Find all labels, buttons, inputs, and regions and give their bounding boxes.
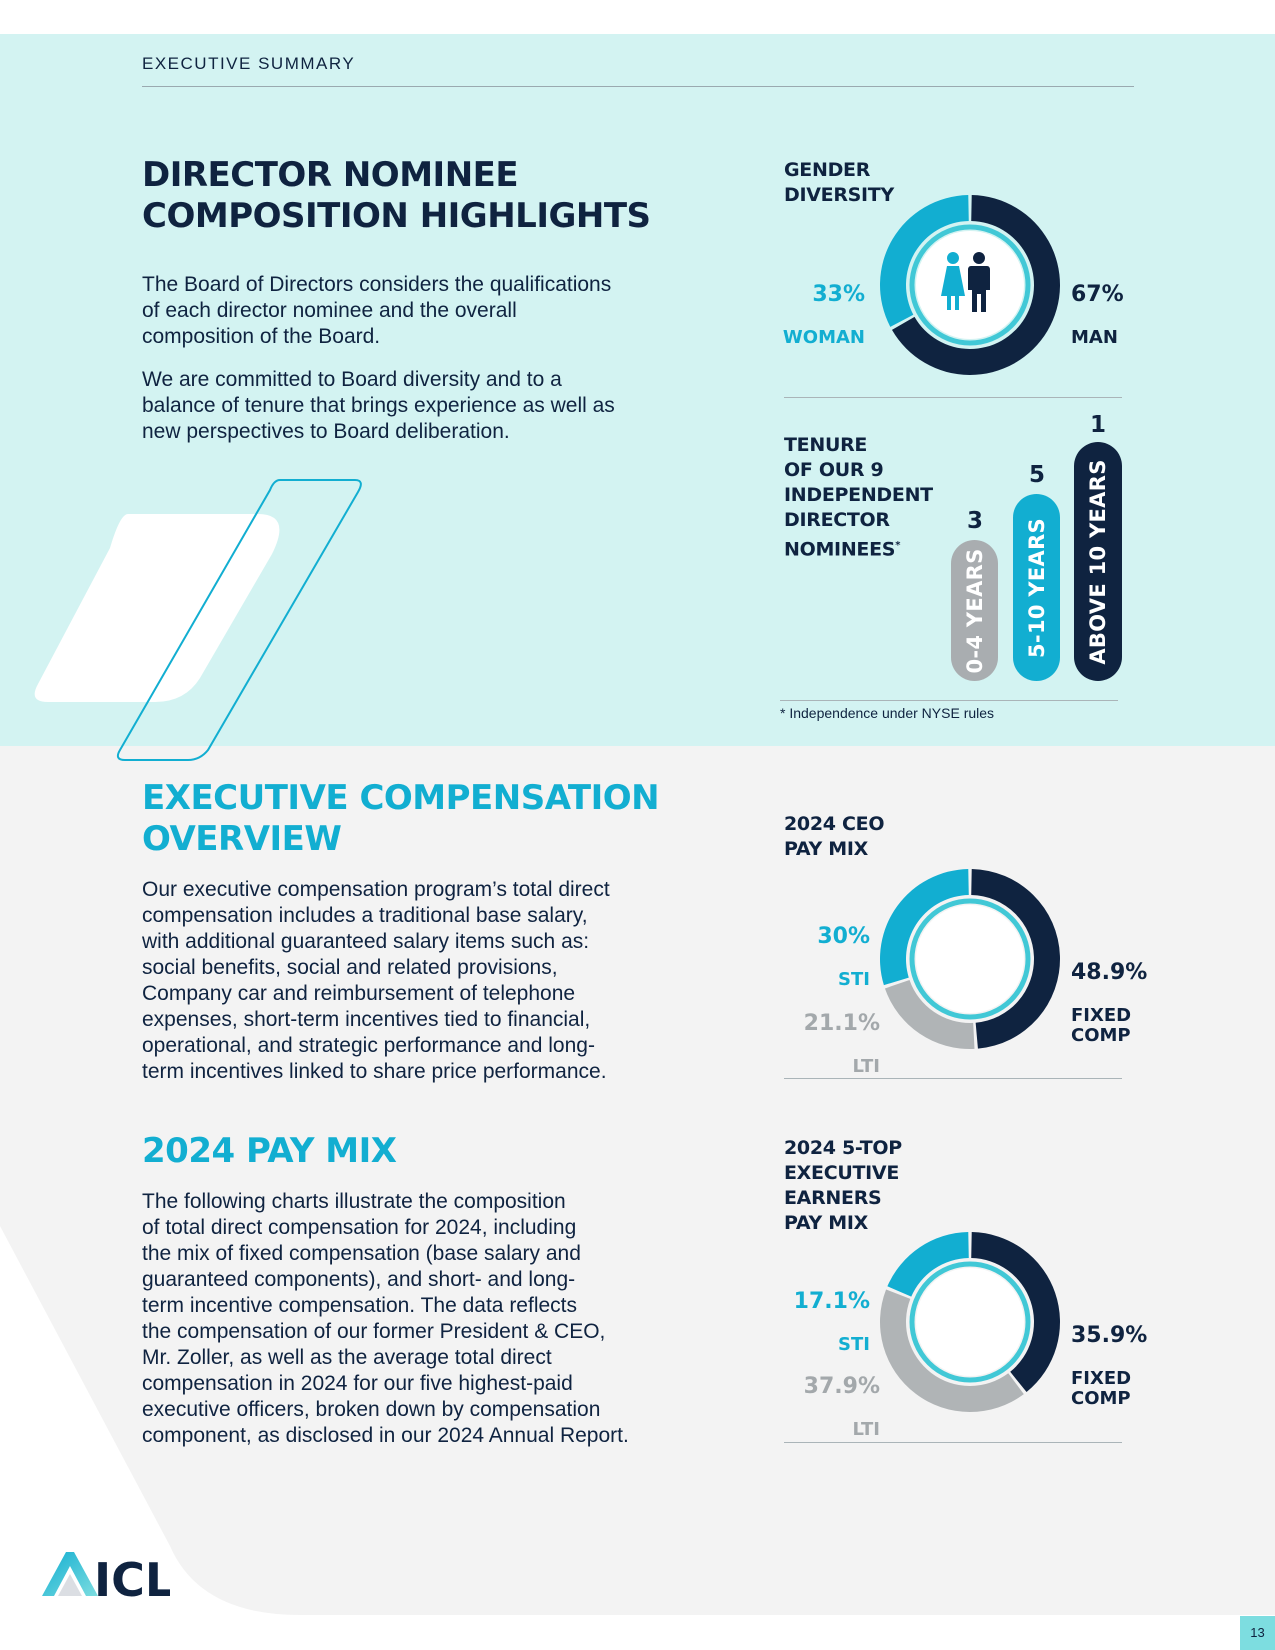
director-paragraph-1: The Board of Directors considers the qua… <box>142 273 612 348</box>
tenure-count-5-10: 5 <box>1028 462 1045 488</box>
top5-fixed-percentage: 35.9% <box>1071 1323 1148 1348</box>
ceo-sti-name: STI <box>838 969 870 990</box>
ceo-slice-fixed-comp <box>971 869 1060 1049</box>
tenure-footnote-marker: * <box>895 540 901 551</box>
tenure-count-above-10: 1 <box>1089 412 1106 438</box>
top5-lti-percentage: 37.9% <box>803 1374 880 1399</box>
tenure-chart-title: TENURE OF OUR 9 INDEPENDENT DIRECTOR NOM… <box>784 433 933 562</box>
tenure-bar-label-0-4: 0-4 YEARS <box>963 548 987 674</box>
tenure-title-text: TENURE OF OUR 9 INDEPENDENT DIRECTOR NOM… <box>784 434 933 561</box>
top5-fixed-name: FIXED COMP <box>1071 1368 1132 1409</box>
man-name: MAN <box>1071 327 1118 348</box>
top5-lti-name: LTI <box>852 1419 880 1440</box>
tenure-bar-label-above-10: ABOVE 10 YEARS <box>1086 459 1110 665</box>
top5-slice-sti <box>887 1232 969 1297</box>
ceo-lti-label: 21.1% LTI <box>770 991 880 1098</box>
logo-text: ICL <box>94 1553 170 1600</box>
ceo-donut-chart <box>880 869 1060 1049</box>
gender-donut-chart <box>880 195 1060 375</box>
tenure-bar-5-10-years: 5-10 YEARS <box>1013 494 1060 681</box>
gender-chart-divider <box>784 397 1122 398</box>
ceo-lti-percentage: 21.1% <box>803 1011 880 1036</box>
tenure-bar-label-5-10: 5-10 YEARS <box>1025 518 1049 658</box>
top5-donut-chart <box>880 1232 1060 1412</box>
top5-slice-lti <box>880 1289 1024 1412</box>
ceo-chart-title: 2024 CEO PAY MIX <box>784 813 885 860</box>
decorative-wedge <box>0 1226 300 1615</box>
independence-footnote: * Independence under NYSE rules <box>780 705 995 721</box>
ceo-fixed-label: 48.9% FIXED COMP <box>1071 940 1147 1067</box>
section-label: EXECUTIVE SUMMARY <box>142 54 356 73</box>
pay-mix-title: 2024 PAY MIX <box>142 1131 397 1171</box>
compensation-paragraph: Our executive compensation program’s tot… <box>142 878 610 1083</box>
gender-slice-man <box>891 195 1060 375</box>
ceo-chart-divider <box>784 1078 1122 1079</box>
bottom-background-band <box>0 746 1275 1615</box>
top5-sti-name: STI <box>838 1334 870 1355</box>
page-number: 13 <box>1240 1616 1275 1650</box>
man-label: 67% MAN <box>1071 262 1124 369</box>
section-divider <box>142 86 1134 87</box>
top5-chart-title: 2024 5-TOP EXECUTIVE EARNERS PAY MIX <box>784 1137 902 1234</box>
ceo-fixed-percentage: 48.9% <box>1071 960 1148 985</box>
woman-name: WOMAN <box>782 327 865 348</box>
tenure-chart-divider <box>780 700 1118 701</box>
top5-chart-divider <box>784 1442 1122 1443</box>
ceo-sti-label: 30% STI <box>770 904 870 1011</box>
woman-label: 33% WOMAN <box>770 262 865 369</box>
tenure-count-0-4: 3 <box>966 508 983 534</box>
decorative-parallelogram-shapes <box>34 479 362 761</box>
ceo-lti-name: LTI <box>852 1056 880 1077</box>
tenure-bar-above-10-years: ABOVE 10 YEARS <box>1074 442 1122 681</box>
icl-logo: ICL <box>42 1552 170 1600</box>
top5-fixed-label: 35.9% FIXED COMP <box>1071 1303 1147 1430</box>
woman-percentage: 33% <box>812 282 865 307</box>
ceo-sti-percentage: 30% <box>817 924 870 949</box>
compensation-section-title: EXECUTIVE COMPENSATION OVERVIEW <box>142 778 660 859</box>
top5-lti-label: 37.9% LTI <box>770 1354 880 1461</box>
gender-chart-title: GENDER DIVERSITY <box>784 159 894 206</box>
tenure-bar-0-4-years: 0-4 YEARS <box>951 540 998 681</box>
ceo-fixed-name: FIXED COMP <box>1071 1005 1132 1046</box>
director-section-title: DIRECTOR NOMINEE COMPOSITION HIGHLIGHTS <box>142 155 651 236</box>
pay-mix-paragraph: The following charts illustrate the comp… <box>142 1190 629 1447</box>
man-percentage: 67% <box>1071 282 1124 307</box>
director-paragraph-2: We are committed to Board diversity and … <box>142 368 615 443</box>
top5-sti-percentage: 17.1% <box>793 1289 870 1314</box>
ceo-slice-sti <box>880 869 969 986</box>
top5-slice-fixed-comp <box>971 1232 1060 1393</box>
gender-slice-woman <box>880 195 969 327</box>
top5-sti-label: 17.1% STI <box>770 1269 870 1376</box>
ceo-slice-lti <box>884 979 975 1049</box>
people-icon <box>941 252 990 312</box>
